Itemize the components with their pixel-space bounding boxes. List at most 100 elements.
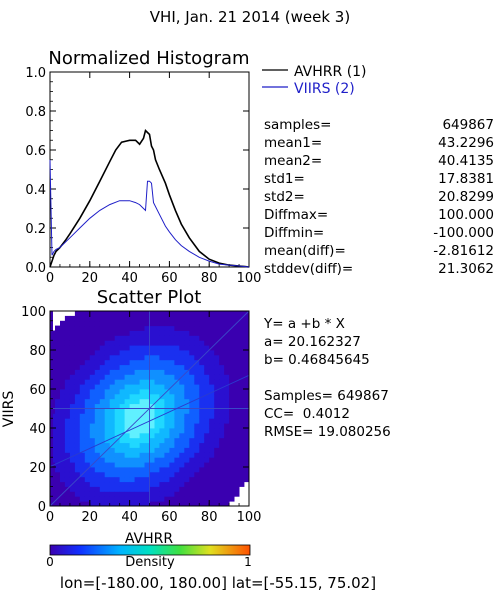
density-cell	[139, 320, 145, 327]
density-cell	[229, 408, 235, 414]
density-cell	[84, 471, 91, 478]
density-cell	[184, 491, 190, 497]
density-cell	[219, 501, 225, 507]
density-cell	[204, 476, 210, 483]
density-cell	[224, 496, 230, 502]
density-cell	[229, 428, 235, 434]
density-cell	[164, 442, 170, 448]
density-cell	[204, 359, 210, 366]
density-cell	[154, 403, 160, 409]
density-cell	[164, 452, 170, 458]
density-cell	[134, 393, 140, 400]
density-cell	[214, 501, 220, 507]
x-tick-label: 60	[161, 510, 178, 525]
density-cell	[154, 486, 160, 492]
density-cell	[89, 330, 96, 336]
density-cell	[129, 471, 135, 478]
density-cell	[114, 501, 121, 507]
density-cell	[234, 354, 240, 361]
density-cell	[214, 408, 220, 414]
density-cell	[229, 403, 235, 409]
density-cell	[244, 369, 250, 375]
density-cell	[244, 354, 250, 361]
density-cell	[149, 398, 155, 405]
density-cell	[104, 476, 111, 483]
density-cell	[209, 354, 215, 361]
density-cell	[55, 432, 61, 439]
density-cell	[219, 359, 225, 366]
density-cell	[79, 354, 86, 361]
density-cell	[239, 364, 245, 370]
density-cell	[159, 471, 165, 478]
density-cell	[134, 345, 140, 351]
density-cell	[189, 418, 195, 424]
density-cell	[214, 398, 220, 405]
density-cell	[129, 379, 135, 385]
density-cell	[204, 369, 210, 375]
density-cell	[55, 428, 61, 434]
density-cell	[229, 354, 235, 361]
density-cell	[104, 486, 111, 492]
histogram-legend: AVHRR (1) VIIRS (2)	[262, 64, 367, 97]
density-cell	[109, 315, 116, 322]
density-cell	[179, 471, 185, 478]
density-cell	[234, 486, 240, 492]
density-cell	[114, 340, 121, 346]
density-cell	[214, 389, 220, 395]
density-cell	[169, 437, 175, 444]
density-cell	[79, 452, 86, 458]
density-cell	[189, 350, 195, 356]
density-cell	[119, 320, 125, 327]
density-cell	[174, 369, 180, 375]
density-cell	[114, 413, 121, 419]
density-cell	[119, 486, 125, 492]
x-tick-label: 60	[161, 271, 178, 286]
density-cell	[94, 413, 101, 419]
density-cell	[174, 374, 180, 380]
density-cell	[149, 457, 155, 463]
density-cell	[204, 393, 210, 400]
density-cell	[144, 330, 150, 336]
density-cell	[109, 384, 116, 390]
density-cell	[239, 452, 245, 458]
density-cell	[104, 315, 111, 322]
density-cell	[164, 437, 170, 444]
density-cell	[189, 467, 195, 473]
density-cell	[144, 389, 150, 395]
density-cell	[104, 320, 111, 327]
density-cell	[199, 325, 205, 331]
density-cell	[244, 413, 250, 419]
density-cell	[79, 359, 86, 366]
density-cell	[69, 374, 76, 380]
density-cell	[89, 471, 96, 478]
density-cell	[60, 501, 66, 507]
density-cell	[209, 462, 215, 468]
density-cell	[234, 384, 240, 390]
density-cell	[194, 354, 200, 361]
density-cell	[114, 423, 121, 429]
density-cell	[239, 369, 245, 375]
density-cell	[114, 491, 121, 497]
density-cell	[199, 467, 205, 473]
density-cell	[194, 364, 200, 370]
density-cell	[55, 398, 61, 405]
density-cell	[219, 403, 225, 409]
x-tick-label: 80	[201, 510, 218, 525]
density-cell	[79, 335, 86, 341]
density-cell	[60, 384, 66, 390]
density-cell	[119, 398, 125, 405]
density-cell	[209, 379, 215, 385]
density-cell	[234, 428, 240, 434]
density-cell	[84, 413, 91, 419]
density-cell	[169, 311, 175, 317]
density-cell	[214, 423, 220, 429]
density-cell	[109, 369, 116, 375]
density-cell	[114, 393, 121, 400]
density-cell	[204, 457, 210, 463]
density-cell-edge	[50, 315, 53, 322]
density-cell	[159, 335, 165, 341]
density-cell	[184, 437, 190, 444]
density-cell	[119, 457, 125, 463]
stat-row: samples= 649867	[264, 117, 494, 135]
density-cell	[109, 374, 116, 380]
